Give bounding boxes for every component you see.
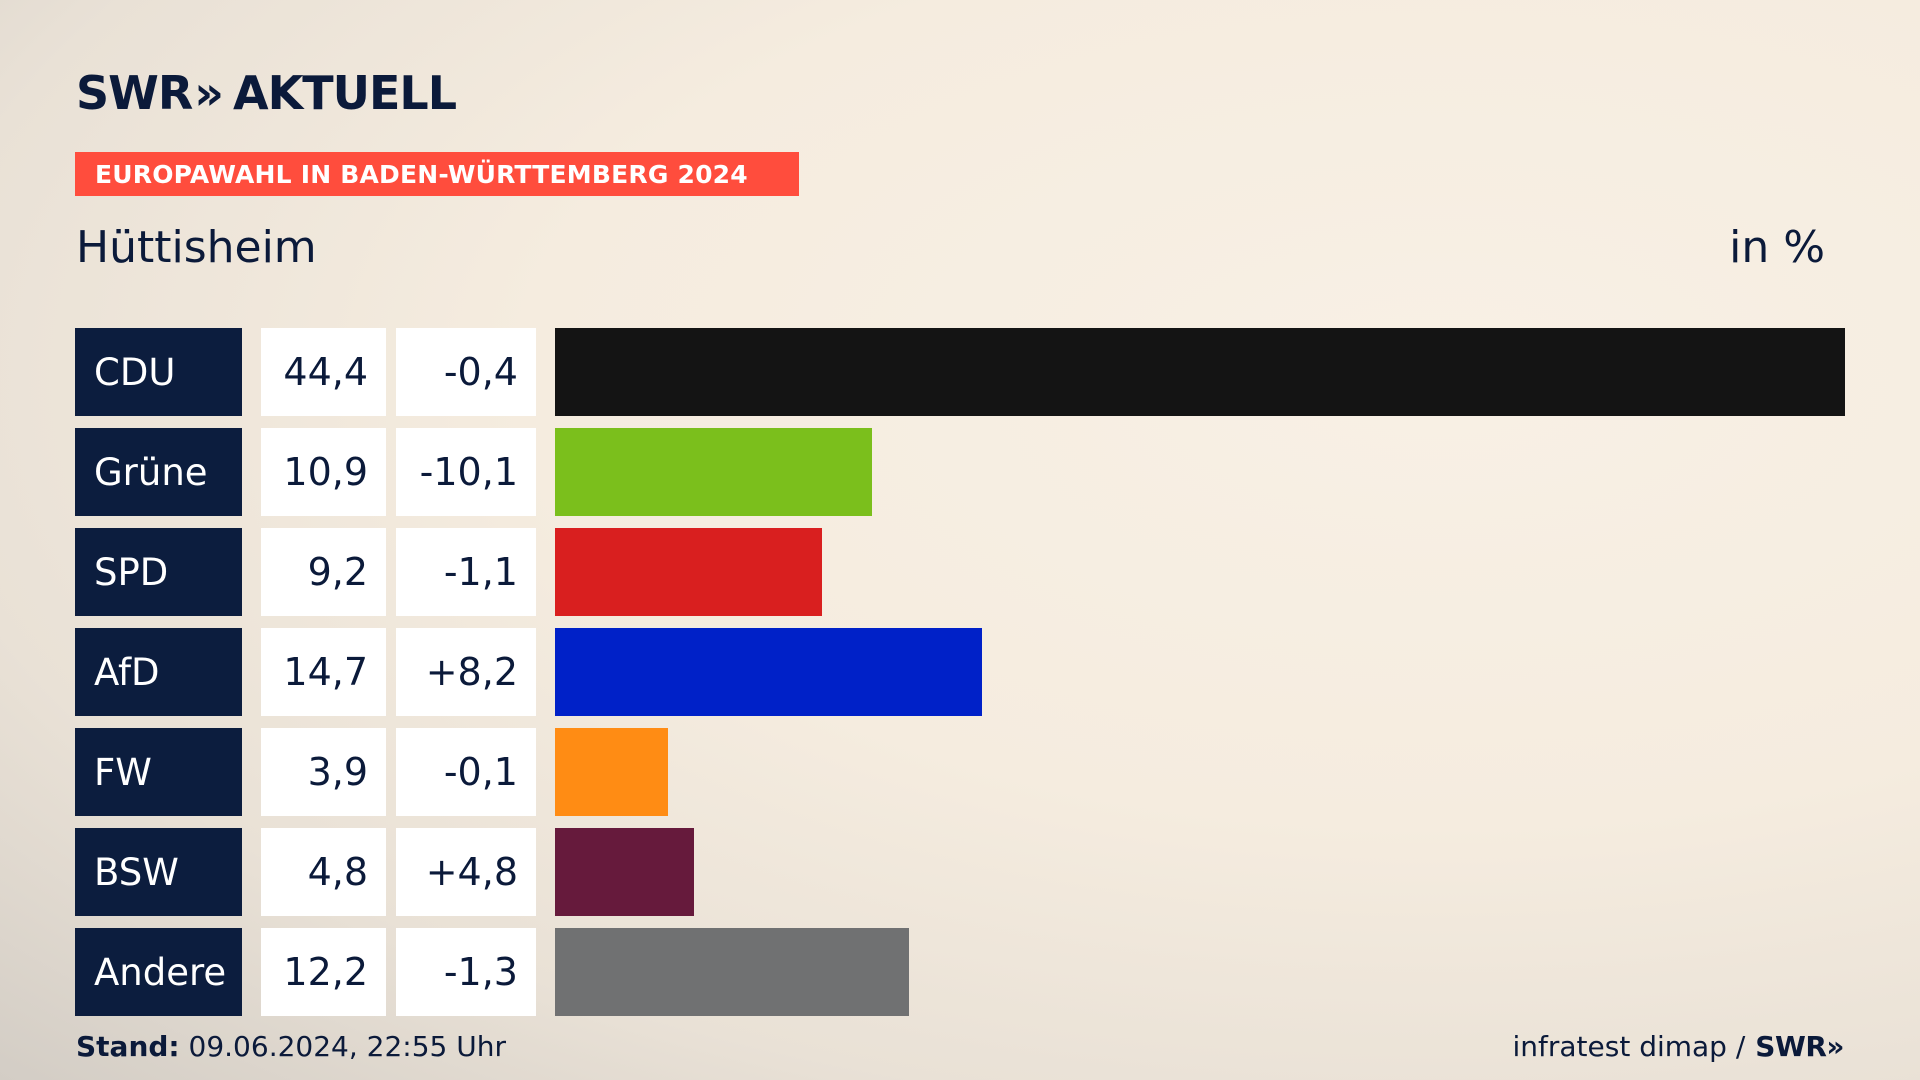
- vote-change-value: -1,1: [396, 528, 536, 616]
- result-row: FW 3,9 -0,1: [75, 728, 1845, 816]
- logo-brand: SWR: [76, 66, 193, 120]
- place-title: Hüttisheim: [76, 222, 317, 273]
- vote-change-value: -0,1: [396, 728, 536, 816]
- party-label: FW: [75, 728, 242, 816]
- result-bar: [555, 628, 982, 716]
- result-bar: [555, 428, 872, 516]
- result-row: SPD 9,2 -1,1: [75, 528, 1845, 616]
- election-banner: EUROPAWAHL IN BADEN-WÜRTTEMBERG 2024: [75, 152, 799, 196]
- stand-value: 09.06.2024, 22:55 Uhr: [188, 1030, 506, 1063]
- result-row: Andere 12,2 -1,3: [75, 928, 1845, 1016]
- timestamp: Stand: 09.06.2024, 22:55 Uhr: [76, 1030, 506, 1063]
- result-row: AfD 14,7 +8,2: [75, 628, 1845, 716]
- vote-share-value: 4,8: [261, 828, 386, 916]
- vote-share-value: 14,7: [261, 628, 386, 716]
- unit-label: in %: [1729, 222, 1825, 273]
- result-bar: [555, 728, 668, 816]
- vote-share-value: 10,9: [261, 428, 386, 516]
- result-bar: [555, 528, 822, 616]
- vote-change-value: -0,4: [396, 328, 536, 416]
- result-bar: [555, 828, 694, 916]
- party-label: Grüne: [75, 428, 242, 516]
- party-label: SPD: [75, 528, 242, 616]
- banner-text: EUROPAWAHL IN BADEN-WÜRTTEMBERG 2024: [95, 159, 748, 189]
- vote-share-value: 9,2: [261, 528, 386, 616]
- result-row: Grüne 10,9 -10,1: [75, 428, 1845, 516]
- party-label: BSW: [75, 828, 242, 916]
- party-label: AfD: [75, 628, 242, 716]
- party-label: CDU: [75, 328, 242, 416]
- vote-share-value: 12,2: [261, 928, 386, 1016]
- vote-share-value: 3,9: [261, 728, 386, 816]
- vote-change-value: -1,3: [396, 928, 536, 1016]
- result-bar: [555, 928, 909, 1016]
- result-row: BSW 4,8 +4,8: [75, 828, 1845, 916]
- source-credit: infratest dimap / SWR»: [1512, 1030, 1844, 1063]
- source-brand: SWR»: [1755, 1030, 1844, 1063]
- vote-change-value: -10,1: [396, 428, 536, 516]
- source-text: infratest dimap /: [1512, 1030, 1746, 1063]
- logo-chevron-icon: »: [194, 66, 224, 120]
- party-label: Andere: [75, 928, 242, 1016]
- stand-label: Stand:: [76, 1030, 180, 1063]
- vote-change-value: +8,2: [396, 628, 536, 716]
- result-row: CDU 44,4 -0,4: [75, 328, 1845, 416]
- vote-change-value: +4,8: [396, 828, 536, 916]
- swr-aktuell-logo: SWR » AKTUELL: [76, 66, 457, 120]
- logo-product: AKTUELL: [233, 66, 457, 120]
- result-bar: [555, 328, 1845, 416]
- vote-share-value: 44,4: [261, 328, 386, 416]
